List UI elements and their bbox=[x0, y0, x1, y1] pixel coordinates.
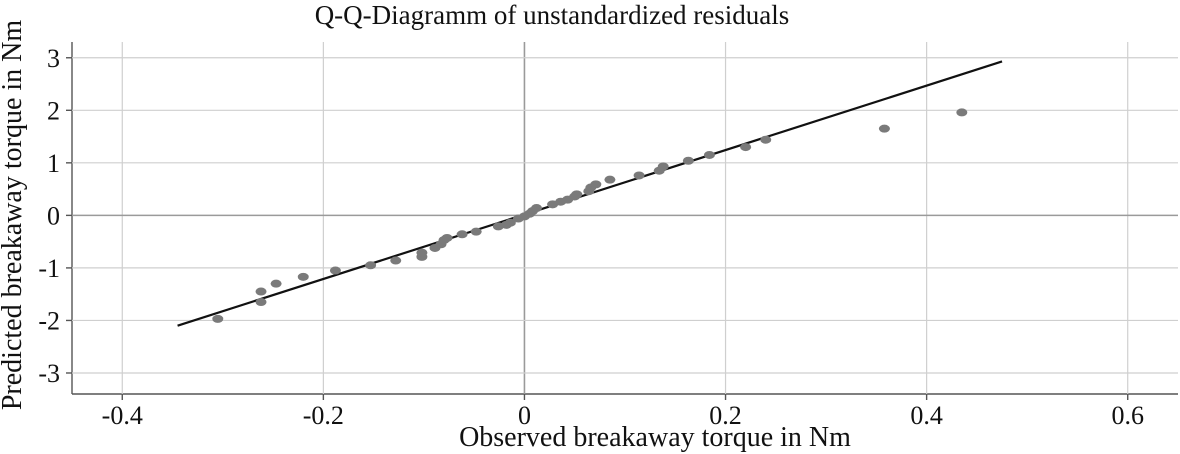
data-point bbox=[604, 175, 616, 184]
y-tick-label: -1 bbox=[38, 254, 60, 283]
data-point bbox=[740, 143, 752, 152]
y-tick-label: 3 bbox=[47, 44, 60, 73]
data-point bbox=[504, 218, 516, 227]
grid bbox=[66, 42, 1178, 400]
data-point bbox=[878, 124, 890, 133]
y-tick-label: -2 bbox=[38, 306, 60, 335]
chart-title: Q-Q-Diagramm of unstandardized residuals bbox=[315, 0, 790, 30]
data-point bbox=[329, 266, 341, 275]
data-point bbox=[703, 150, 715, 159]
x-tick-label: 0.4 bbox=[910, 401, 943, 430]
x-tick-label: 0 bbox=[518, 401, 531, 430]
data-point bbox=[571, 190, 583, 199]
data-point bbox=[633, 171, 645, 180]
data-point bbox=[590, 180, 602, 189]
data-point bbox=[416, 248, 428, 257]
data-point bbox=[531, 204, 543, 213]
data-point bbox=[255, 287, 267, 296]
x-tick-label: 0.2 bbox=[709, 401, 742, 430]
data-points bbox=[212, 108, 968, 323]
data-point bbox=[441, 233, 453, 242]
x-tick-label: 0.6 bbox=[1111, 401, 1144, 430]
x-tick-label: -0.4 bbox=[102, 401, 143, 430]
tick-labels: -0.4 -0.2 0 0.2 0.4 0.6 3 2 1 0 -1 -2 -3 bbox=[38, 44, 1144, 430]
x-tick-label: -0.2 bbox=[303, 401, 344, 430]
y-tick-label: 2 bbox=[47, 96, 60, 125]
data-point bbox=[270, 279, 282, 288]
data-point bbox=[255, 298, 267, 307]
x-axis-label: Observed breakaway torque in Nm bbox=[459, 422, 851, 453]
data-point bbox=[297, 272, 309, 281]
data-point bbox=[956, 108, 968, 117]
data-point bbox=[390, 256, 402, 265]
y-tick-label: 0 bbox=[47, 201, 60, 230]
data-point bbox=[212, 314, 224, 323]
data-point bbox=[365, 261, 377, 270]
y-tick-label: 1 bbox=[47, 149, 60, 178]
data-point bbox=[456, 230, 468, 239]
y-axis-label: Predicted breakaway torque in Nm bbox=[0, 20, 28, 411]
data-point bbox=[657, 162, 669, 171]
y-tick-label: -3 bbox=[38, 359, 60, 388]
data-point bbox=[760, 135, 772, 144]
data-point bbox=[470, 227, 482, 236]
data-point bbox=[682, 156, 694, 165]
